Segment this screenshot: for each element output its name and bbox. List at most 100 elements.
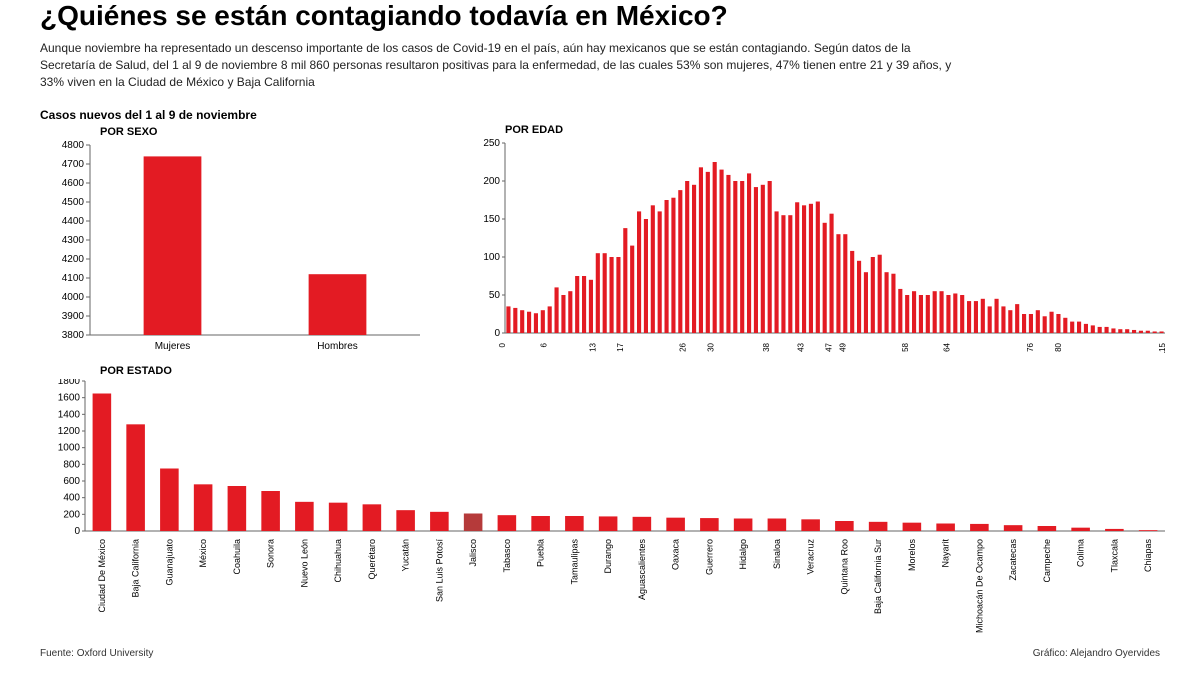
age-bar bbox=[802, 206, 806, 334]
age-bar bbox=[836, 235, 840, 334]
age-bar bbox=[726, 175, 730, 333]
age-bar bbox=[1153, 332, 1157, 334]
svg-text:6: 6 bbox=[540, 343, 549, 348]
age-bar bbox=[685, 181, 689, 333]
state-bar bbox=[565, 516, 584, 531]
svg-text:Baja California: Baja California bbox=[131, 539, 141, 598]
age-bar bbox=[699, 168, 703, 334]
age-bar bbox=[561, 295, 565, 333]
age-bar bbox=[1160, 332, 1164, 334]
svg-text:50: 50 bbox=[489, 290, 501, 301]
svg-text:Durango: Durango bbox=[603, 539, 613, 574]
svg-text:Sonora: Sonora bbox=[266, 539, 276, 568]
sex-chart-title: POR SEXO bbox=[100, 126, 430, 138]
state-bar bbox=[936, 524, 955, 532]
age-bar bbox=[960, 295, 964, 333]
state-bar bbox=[1004, 526, 1023, 532]
age-bar bbox=[788, 216, 792, 334]
age-bar bbox=[1139, 331, 1143, 333]
age-bar bbox=[644, 219, 648, 333]
age-bar bbox=[919, 295, 923, 333]
svg-text:115: 115 bbox=[1158, 343, 1167, 354]
svg-text:Chihuahua: Chihuahua bbox=[333, 539, 343, 583]
age-bar bbox=[1029, 314, 1033, 333]
age-bar bbox=[1015, 305, 1019, 334]
svg-text:47: 47 bbox=[825, 343, 834, 352]
age-bar bbox=[1084, 324, 1088, 333]
age-bar bbox=[809, 204, 813, 333]
state-bar bbox=[1071, 528, 1090, 531]
state-bar bbox=[464, 514, 483, 532]
age-bar bbox=[974, 301, 978, 333]
svg-text:Chiapas: Chiapas bbox=[1143, 539, 1153, 573]
svg-text:600: 600 bbox=[63, 476, 80, 487]
age-bar bbox=[1118, 330, 1122, 334]
sex-chart: 3800390040004100420043004400450046004700… bbox=[40, 140, 430, 355]
svg-text:0: 0 bbox=[494, 328, 500, 339]
age-bar bbox=[1008, 311, 1012, 334]
svg-text:43: 43 bbox=[797, 343, 806, 352]
state-bar bbox=[160, 469, 179, 532]
state-chart: 020040060080010001200140016001800Ciudad … bbox=[40, 379, 1175, 644]
top-row: Casos nuevos del 1 al 9 de noviembre POR… bbox=[40, 108, 1160, 355]
age-bar bbox=[781, 216, 785, 334]
source-label: Fuente: Oxford University bbox=[40, 648, 153, 659]
age-bar bbox=[1050, 312, 1054, 333]
svg-text:Zacatecas: Zacatecas bbox=[1008, 539, 1018, 581]
age-bar bbox=[946, 295, 950, 333]
age-bar bbox=[850, 251, 854, 333]
age-bar bbox=[651, 206, 655, 334]
age-bar bbox=[1105, 327, 1109, 333]
svg-text:26: 26 bbox=[679, 343, 688, 352]
age-bar bbox=[843, 235, 847, 334]
svg-text:Guerrero: Guerrero bbox=[704, 539, 714, 575]
age-bar bbox=[582, 276, 586, 333]
page-title: ¿Quiénes se están contagiando todavía en… bbox=[40, 0, 1160, 32]
svg-text:San Luis Potosí: San Luis Potosí bbox=[434, 539, 444, 603]
age-bar bbox=[926, 295, 930, 333]
svg-text:Hombres: Hombres bbox=[317, 341, 358, 352]
sex-chart-box: Casos nuevos del 1 al 9 de noviembre POR… bbox=[40, 108, 430, 355]
svg-text:0: 0 bbox=[498, 343, 507, 348]
svg-text:Hidalgo: Hidalgo bbox=[738, 539, 748, 570]
svg-text:4800: 4800 bbox=[62, 140, 85, 151]
svg-text:Veracruz: Veracruz bbox=[806, 539, 816, 575]
svg-text:200: 200 bbox=[63, 510, 80, 521]
age-bar bbox=[912, 292, 916, 334]
age-bar bbox=[1036, 311, 1040, 334]
svg-text:Puebla: Puebla bbox=[536, 539, 546, 567]
age-bar bbox=[733, 181, 737, 333]
age-bar bbox=[720, 170, 724, 333]
age-bar bbox=[754, 187, 758, 333]
svg-text:Oaxaca: Oaxaca bbox=[671, 539, 681, 570]
age-bar bbox=[740, 181, 744, 333]
svg-text:Nuevo León: Nuevo León bbox=[299, 539, 309, 588]
svg-text:3800: 3800 bbox=[62, 330, 85, 341]
age-bar bbox=[988, 307, 992, 334]
age-bar bbox=[953, 294, 957, 334]
svg-text:Colima: Colima bbox=[1076, 539, 1086, 567]
svg-text:17: 17 bbox=[616, 343, 625, 352]
svg-text:0: 0 bbox=[74, 526, 80, 537]
age-bar bbox=[575, 276, 579, 333]
state-chart-box: POR ESTADO 02004006008001000120014001600… bbox=[40, 365, 1160, 644]
svg-text:38: 38 bbox=[762, 343, 771, 352]
svg-text:1000: 1000 bbox=[58, 443, 81, 454]
state-bar bbox=[734, 519, 753, 532]
age-bar bbox=[706, 172, 710, 333]
age-bar bbox=[603, 254, 607, 334]
sex-bar bbox=[144, 157, 202, 336]
svg-text:Jalisco: Jalisco bbox=[468, 539, 478, 567]
age-bar bbox=[761, 185, 765, 333]
credit-label: Gráfico: Alejandro Oyervides bbox=[1033, 648, 1160, 659]
state-bar bbox=[599, 517, 618, 532]
age-bar bbox=[768, 181, 772, 333]
sex-bar bbox=[309, 275, 367, 336]
age-bar bbox=[1111, 329, 1115, 334]
svg-text:Quintana Roo: Quintana Roo bbox=[839, 539, 849, 595]
age-bar bbox=[1125, 330, 1129, 334]
age-bar bbox=[1056, 314, 1060, 333]
age-chart-box: POR EDAD 0501001502002500613172630384347… bbox=[470, 108, 1175, 355]
page-subtitle: Aunque noviembre ha representado un desc… bbox=[40, 40, 960, 90]
svg-text:80: 80 bbox=[1054, 343, 1063, 352]
